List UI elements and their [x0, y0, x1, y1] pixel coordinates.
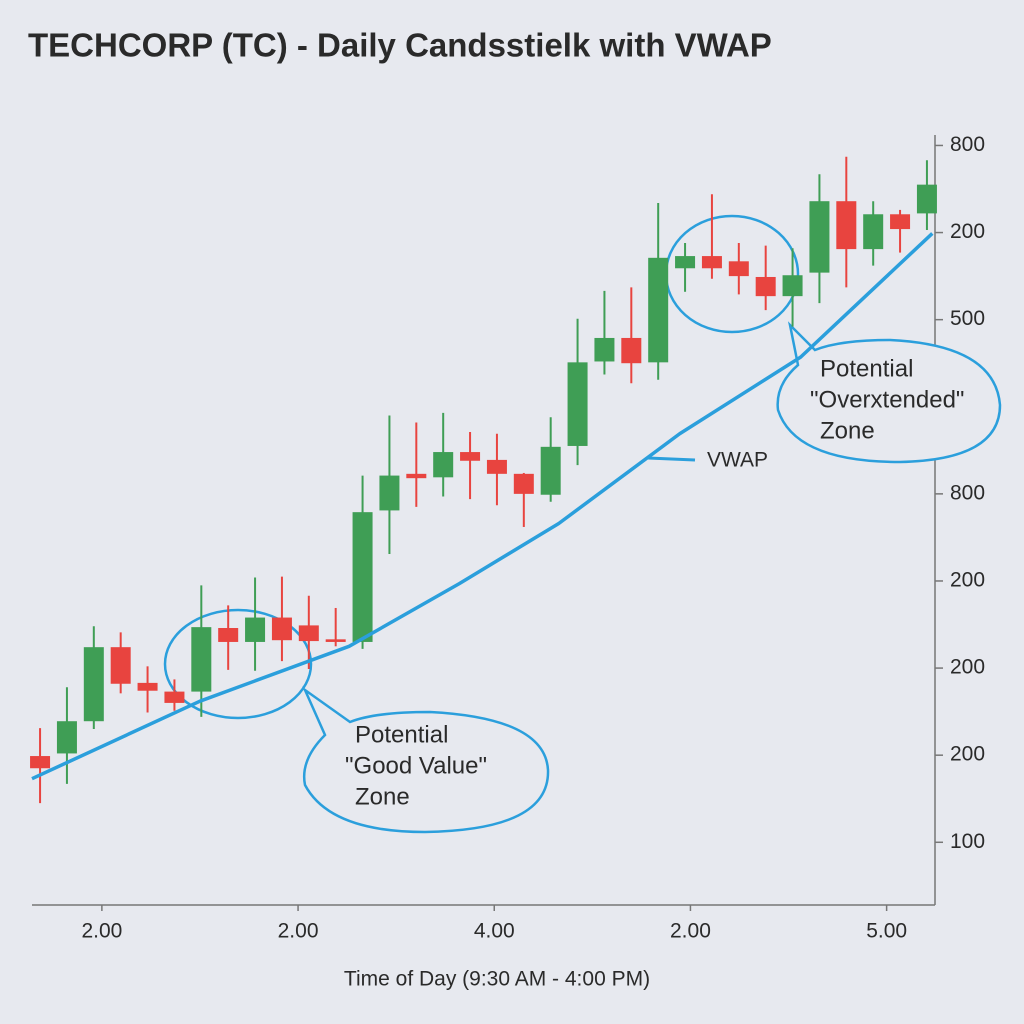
- candle-body: [137, 682, 158, 691]
- callout: [776, 321, 1002, 464]
- candle-body: [460, 452, 481, 461]
- candle-body: [513, 473, 534, 494]
- legend-label: VWAP: [707, 449, 768, 472]
- candle-body: [836, 201, 857, 250]
- y-tick-label: 100: [950, 830, 985, 853]
- candle-body: [809, 201, 830, 273]
- y-tick-label: 200: [950, 656, 985, 679]
- y-tick-label: 800: [950, 481, 985, 504]
- x-tick-label: 2.00: [81, 920, 122, 943]
- candle-body: [540, 446, 561, 495]
- candle-body: [379, 475, 400, 511]
- annotation-text: Potential: [355, 721, 448, 748]
- candle-body: [191, 627, 212, 692]
- candle-body: [567, 362, 588, 446]
- y-tick-label: 200: [950, 569, 985, 592]
- candle-body: [863, 214, 884, 250]
- candle-body: [701, 256, 722, 269]
- candle-body: [218, 628, 239, 642]
- candle-body: [486, 459, 507, 474]
- candle-body: [406, 473, 427, 479]
- vwap-line: [31, 232, 934, 781]
- candle-body: [782, 275, 803, 297]
- x-axis-label: Time of Day (9:30 AM - 4:00 PM): [344, 968, 650, 991]
- annotation-text: Potential: [820, 355, 913, 382]
- candle-body: [594, 337, 615, 362]
- candle-body: [621, 337, 642, 364]
- y-tick-label: 200: [950, 220, 985, 243]
- highlight-circle: [163, 608, 313, 720]
- candle-body: [755, 276, 776, 297]
- candle-body: [648, 257, 669, 363]
- y-tick-label: 200: [950, 743, 985, 766]
- candle-body: [56, 721, 77, 754]
- x-tick-label: 5.00: [866, 920, 907, 943]
- annotation-text: Zone: [820, 417, 875, 444]
- annotation-text: "Overxtended": [810, 386, 964, 413]
- x-tick-label: 2.00: [670, 920, 711, 943]
- candle-body: [352, 512, 373, 642]
- candle-body: [30, 756, 51, 769]
- y-tick-label: 500: [950, 307, 985, 330]
- x-tick-label: 4.00: [474, 920, 515, 943]
- candle-body: [675, 256, 696, 269]
- candle-body: [325, 639, 346, 642]
- candle-body: [298, 625, 319, 642]
- candle-body: [271, 617, 292, 641]
- vwap-pointer: [647, 456, 696, 462]
- candle-body: [83, 647, 104, 722]
- annotation-text: Zone: [355, 783, 410, 810]
- annotation-text: "Good Value": [345, 752, 487, 779]
- candle-body: [164, 691, 185, 703]
- y-tick-label: 800: [950, 133, 985, 156]
- candle-body: [728, 261, 749, 277]
- x-tick-label: 2.00: [278, 920, 319, 943]
- candle-body: [433, 452, 454, 478]
- candle-body: [916, 184, 937, 214]
- chart-title: TECHCORP (TC) - Daily Candsstielk with V…: [28, 27, 772, 64]
- candle-body: [890, 214, 911, 230]
- callout: [302, 686, 550, 834]
- candle-body: [110, 647, 131, 684]
- candle-body: [245, 617, 266, 642]
